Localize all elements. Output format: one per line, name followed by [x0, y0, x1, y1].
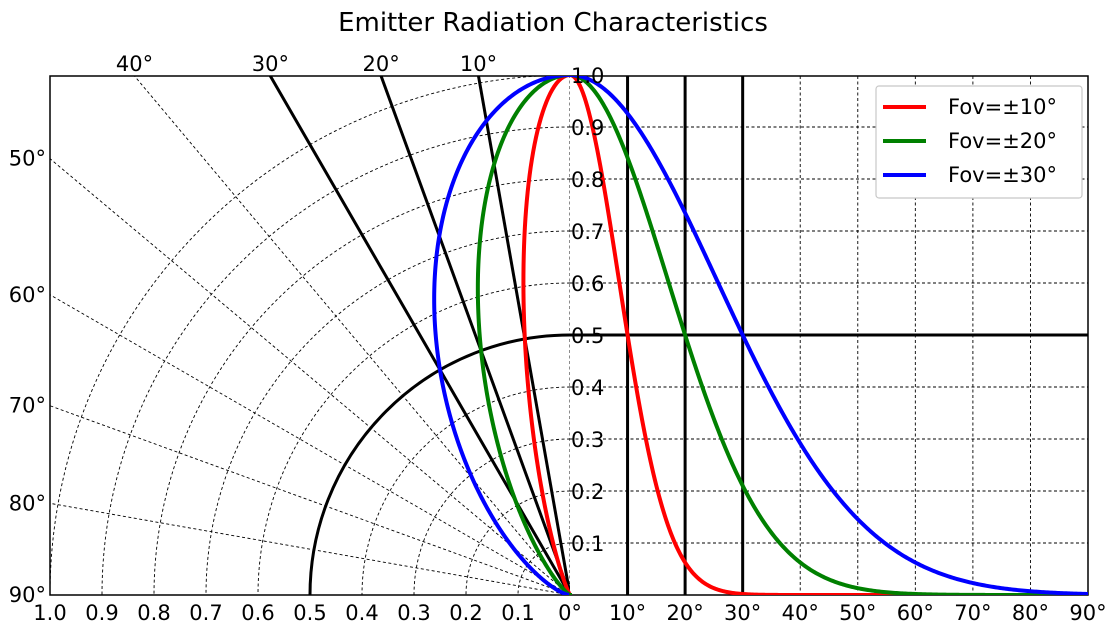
y-tick-label: 0.7 — [571, 220, 604, 244]
half-power-arc — [308, 333, 571, 596]
x-tick-label-polar: 0.4 — [345, 601, 378, 623]
x-tick-label-angle: 40° — [782, 601, 819, 623]
x-tick-label-polar: 1.0 — [33, 601, 66, 623]
angle-tick-label-top: 10° — [460, 52, 497, 76]
polar-grid-arc — [517, 542, 570, 595]
series-polar-3 — [432, 76, 571, 595]
y-tick-label: 0.1 — [571, 532, 604, 556]
y-tick-label: 1.0 — [571, 64, 604, 88]
y-tick-label: 0.8 — [571, 168, 604, 192]
x-tick-label-angle: 60° — [897, 601, 934, 623]
polar-grid-ray — [50, 502, 570, 595]
y-tick-label: 0.2 — [571, 480, 604, 504]
series-cartesian-2 — [569, 76, 1088, 595]
y-tick-label: 0.6 — [571, 272, 604, 296]
legend-label-3: Fov=±30° — [948, 163, 1057, 187]
polar-grid-ray — [50, 158, 570, 595]
angle-tick-label-top: 20° — [362, 52, 399, 76]
x-tick-label-polar: 0° — [558, 601, 582, 623]
polar-grid-arc — [153, 178, 570, 595]
x-tick-label-angle: 30° — [724, 601, 761, 623]
series-cartesian-3 — [569, 76, 1088, 595]
x-tick-label-angle: 70° — [954, 601, 991, 623]
polar-ray-30 — [268, 76, 570, 595]
y-tick-label: 0.4 — [571, 376, 604, 400]
legend-box — [875, 85, 1083, 199]
polar-ray-10 — [476, 76, 570, 595]
x-tick-label-angle: 20° — [666, 601, 703, 623]
x-tick-label-polar: 0.6 — [241, 601, 274, 623]
angle-tick-label-left: 80° — [9, 491, 46, 515]
x-tick-label-angle: 10° — [609, 601, 646, 623]
x-tick-label-angle: 80° — [1012, 601, 1049, 623]
angle-tick-label-top: 40° — [116, 52, 153, 76]
y-tick-label: 0.9 — [571, 116, 604, 140]
angle-tick-label-left: 70° — [9, 394, 46, 418]
x-tick-label-polar: 0.9 — [85, 601, 118, 623]
polar-grid-arc — [361, 386, 570, 595]
series-layer — [432, 76, 1088, 595]
polar-grid-ray — [269, 76, 570, 595]
angle-tick-label-left: 50° — [9, 147, 46, 171]
tick-labels: 1.0 0.9 0.8 0.7 0.6 0.5 0.4 0.3 0.2 0.1 0° 10° 20° 30… — [9, 52, 1107, 625]
x-tick-label-polar: 0.7 — [189, 601, 222, 623]
polar-grid-arc — [101, 126, 570, 595]
y-tick-label: 0.3 — [571, 428, 604, 452]
y-tick-label: 0.5 — [571, 324, 604, 348]
polar-grid-arc — [50, 76, 548, 595]
series-polar-2 — [475, 76, 572, 595]
x-tick-label-polar: 0.3 — [397, 601, 430, 623]
angle-tick-label-top: 30° — [252, 52, 289, 76]
x-tick-label-polar: 0.2 — [449, 601, 482, 623]
legend-label-1: Fov=±10° — [948, 95, 1057, 119]
polar-grid-ray — [50, 294, 570, 595]
polar-grid-arc — [205, 230, 570, 595]
x-tick-label-angle: 90° — [1069, 601, 1106, 623]
chart-title: Emitter Radiation Characteristics — [338, 8, 768, 38]
x-tick-label-polar: 0.8 — [137, 601, 170, 623]
polar-ray-20 — [379, 76, 570, 595]
series-cartesian-1 — [569, 76, 1088, 595]
angle-tick-label-left: 90° — [9, 583, 46, 607]
angle-tick-label-left: 60° — [9, 283, 46, 307]
legend-label-2: Fov=±20° — [948, 129, 1057, 153]
legend: Fov=±10° Fov=±20° Fov=±30° — [875, 85, 1083, 199]
polar-grid-ray — [50, 405, 570, 595]
x-tick-label-polar: 0.5 — [293, 601, 326, 623]
x-tick-label-polar: 0.1 — [501, 601, 534, 623]
x-tick-label-angle: 50° — [839, 601, 876, 623]
polar-grid-arc — [257, 282, 570, 595]
